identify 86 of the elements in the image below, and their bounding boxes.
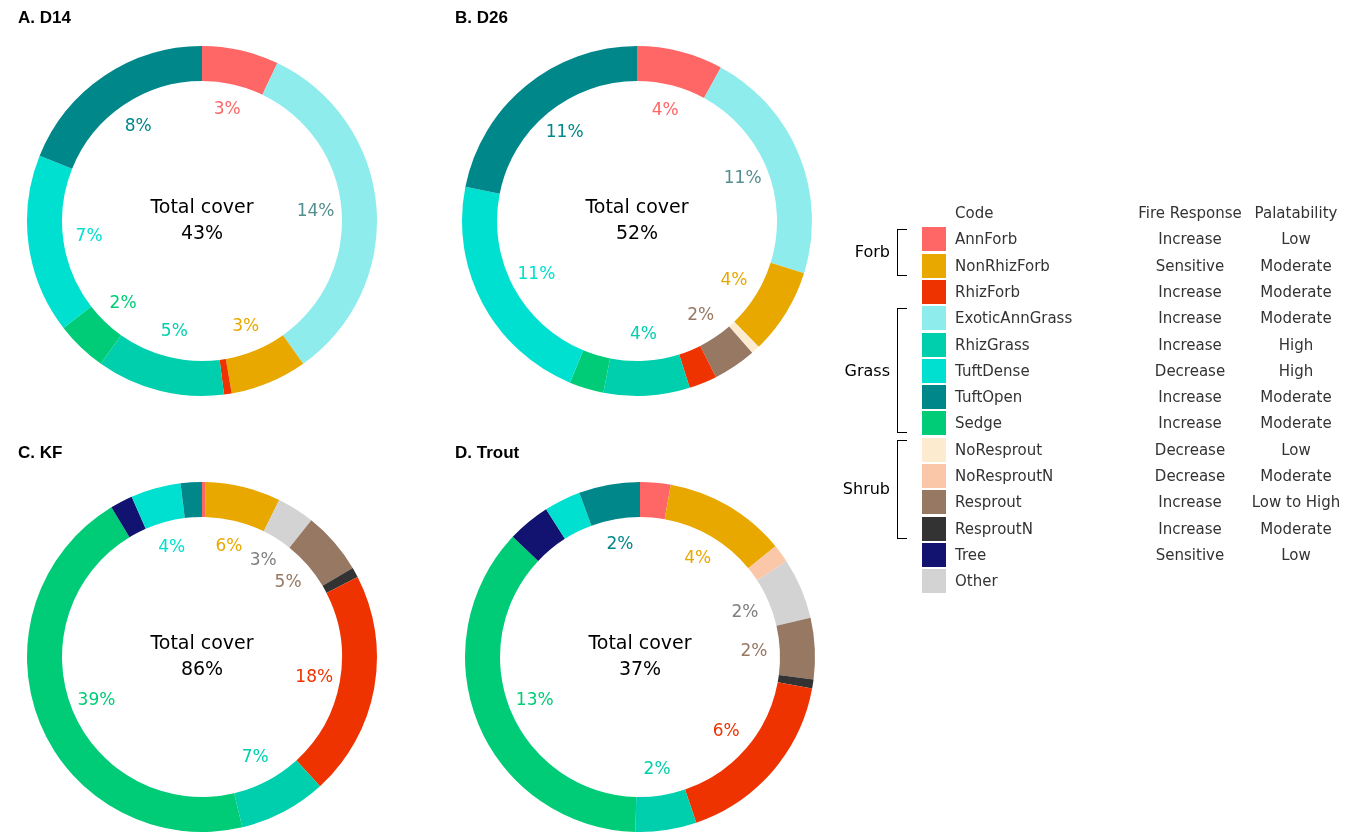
- text: 43%: [180, 220, 224, 243]
- data-label: 6%: [215, 534, 243, 555]
- data-label: 2%: [643, 758, 671, 779]
- data-label: 4%: [684, 547, 712, 568]
- data-label: 6%: [712, 719, 740, 740]
- text: Increase: [1158, 414, 1222, 433]
- category-label: Forb: [854, 242, 890, 262]
- data-label: 3%: [213, 98, 241, 119]
- text: Moderate: [1260, 282, 1332, 301]
- text: Low: [1281, 440, 1311, 459]
- category-label: Sedge: [955, 414, 1003, 433]
- data-label: 13%: [515, 689, 554, 710]
- text: Increase: [1158, 335, 1222, 354]
- chart-title: A. D14: [18, 8, 71, 28]
- category-label: ResproutN: [955, 519, 1033, 538]
- category-label: AnnForb: [955, 230, 1018, 249]
- data-label: 4%: [629, 323, 657, 344]
- data-label: 18%: [295, 665, 334, 686]
- chart-title: B. D26: [455, 8, 508, 28]
- data-label: 5%: [160, 320, 188, 341]
- data-label: 2%: [109, 291, 137, 312]
- data-label: 2%: [687, 303, 715, 324]
- data-label: 11%: [723, 166, 762, 187]
- data-label: 3%: [249, 549, 277, 570]
- data-label: 2%: [731, 600, 759, 621]
- category-label: Resprout: [955, 493, 1022, 512]
- text: Moderate: [1260, 414, 1332, 433]
- category-label: NonRhizForb: [955, 256, 1050, 275]
- category-label: RhizGrass: [955, 335, 1030, 354]
- category-label: Tree: [955, 545, 987, 564]
- data-label: 14%: [296, 199, 335, 220]
- data-label: 11%: [517, 263, 556, 284]
- text: Increase: [1158, 230, 1222, 249]
- category-label: Other: [955, 572, 998, 591]
- category-label: NoResprout: [955, 440, 1043, 459]
- data-label: 4%: [158, 535, 186, 556]
- text: Decrease: [1154, 440, 1226, 459]
- data-label: 3%: [232, 314, 260, 335]
- category-label: TuftOpen: [955, 388, 1023, 407]
- text: Moderate: [1260, 388, 1332, 407]
- text: Total cover: [587, 630, 692, 653]
- text: Moderate: [1260, 309, 1332, 328]
- text: Total cover: [149, 194, 254, 217]
- category-label: Fire Response: [1138, 204, 1242, 222]
- data-label: 8%: [124, 114, 152, 135]
- text: Moderate: [1260, 256, 1332, 275]
- category-label: Code: [955, 203, 994, 223]
- text: Decrease: [1154, 467, 1226, 485]
- text: High: [1278, 361, 1314, 380]
- text: Total cover: [149, 630, 254, 653]
- text: Increase: [1158, 309, 1222, 328]
- category-label: RhizForb: [955, 282, 1020, 301]
- text: Increase: [1158, 519, 1222, 538]
- text: Total cover: [584, 194, 689, 217]
- text: 86%: [180, 656, 224, 679]
- category-label: Grass: [844, 360, 890, 380]
- text: Sensitive: [1155, 545, 1225, 564]
- data-label: 11%: [545, 121, 584, 142]
- text: High: [1278, 335, 1314, 354]
- category-label: ExoticAnnGrass: [955, 309, 1073, 328]
- data-label: 2%: [740, 639, 768, 660]
- data-label: 5%: [274, 570, 302, 591]
- category-label: Shrub: [842, 479, 890, 499]
- data-label: 7%: [241, 746, 269, 767]
- text: 52%: [615, 220, 659, 243]
- text: Sensitive: [1155, 256, 1225, 275]
- text: Low: [1281, 230, 1311, 249]
- category-label: TuftDense: [955, 361, 1030, 380]
- data-label: 4%: [651, 98, 679, 119]
- text: Low: [1281, 545, 1311, 564]
- text: Increase: [1158, 493, 1222, 512]
- category-label: Palatability: [1254, 204, 1338, 222]
- text: Low to High: [1251, 493, 1341, 512]
- text: Increase: [1158, 282, 1222, 301]
- chart-title: C. KF: [18, 443, 63, 463]
- text: 37%: [618, 656, 662, 679]
- chart-title: D. Trout: [455, 443, 520, 463]
- data-label: 39%: [77, 688, 116, 709]
- category-label: NoResproutN: [955, 467, 1054, 485]
- text: Moderate: [1260, 519, 1332, 538]
- text: Decrease: [1154, 361, 1226, 380]
- data-label: 7%: [75, 225, 103, 246]
- text: Increase: [1158, 388, 1222, 407]
- data-label: 4%: [720, 269, 748, 290]
- data-label: 2%: [606, 533, 634, 554]
- text: Moderate: [1260, 467, 1332, 485]
